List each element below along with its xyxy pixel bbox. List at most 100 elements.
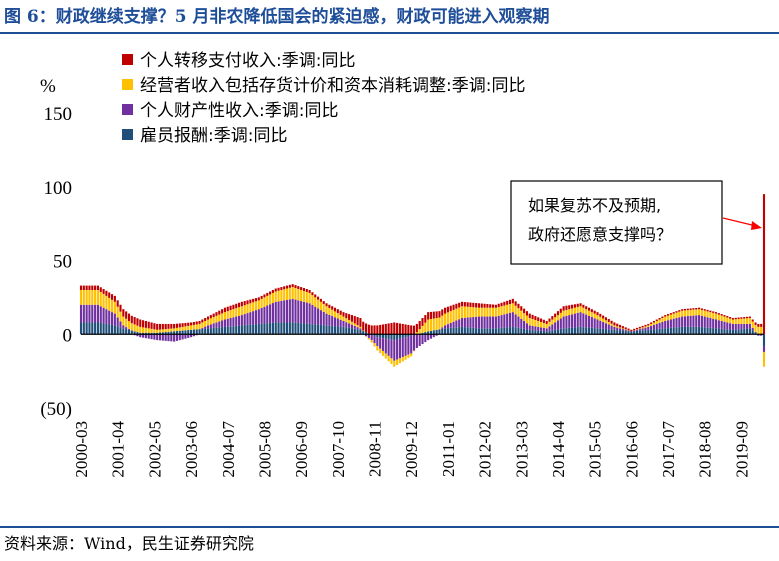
- bar-compensation-74: [288, 322, 291, 335]
- bar-property-177: [579, 312, 582, 327]
- bar-business-208: [666, 315, 670, 321]
- bar-business-183: [596, 315, 599, 320]
- bar-compensation-63: [257, 323, 260, 335]
- bar-compensation-71: [280, 322, 283, 335]
- bar-transfer-242: [762, 194, 766, 335]
- bar-property-48: [215, 322, 218, 328]
- bar-compensation-116: [407, 334, 410, 337]
- bar-property-121: [421, 334, 424, 345]
- bar-transfer-15: [122, 309, 125, 317]
- bar-compensation-238: [751, 330, 754, 335]
- bar-business-90: [333, 311, 337, 318]
- bar-property-58: [243, 314, 246, 326]
- bar-business-134: [458, 307, 461, 320]
- bar-compensation-133: [455, 327, 458, 335]
- bar-business-105: [376, 346, 379, 351]
- bar-compensation-237: [748, 328, 751, 335]
- bar-property-152: [508, 312, 512, 328]
- bar-business-188: [610, 323, 613, 326]
- bar-transfer-153: [511, 298, 514, 304]
- bar-business-3: [88, 290, 91, 305]
- bar-transfer-48: [215, 312, 218, 316]
- bar-property-233: [737, 323, 740, 330]
- y-tick-label-0: 150: [44, 104, 73, 125]
- bar-compensation-106: [379, 334, 382, 338]
- bar-transfer-163: [539, 318, 543, 322]
- bar-transfer-108: [384, 323, 387, 335]
- bar-transfer-222: [706, 309, 709, 312]
- bar-property-138: [469, 317, 472, 328]
- bar-compensation-56: [237, 325, 241, 335]
- bar-business-144: [486, 307, 489, 317]
- x-tick-label-15: 2016-06: [622, 421, 641, 478]
- bar-business-38: [187, 325, 190, 331]
- bar-property-122: [424, 334, 427, 343]
- bar-transfer-107: [381, 324, 385, 335]
- bar-transfer-157: [523, 308, 526, 314]
- bar-business-152: [508, 304, 512, 313]
- bar-business-80: [305, 291, 308, 303]
- bar-transfer-172: [565, 305, 568, 310]
- bar-property-67: [269, 304, 272, 323]
- bar-transfer-91: [336, 309, 339, 314]
- bar-business-63: [257, 300, 260, 310]
- bar-business-154: [514, 305, 517, 315]
- bar-compensation-82: [311, 324, 314, 335]
- bar-property-92: [339, 319, 342, 327]
- annotation: 如果复苏不及预期, 政府还愿意支撑吗？: [510, 180, 762, 265]
- bar-property-210: [672, 318, 675, 328]
- bar-transfer-241: [760, 323, 763, 327]
- bar-business-120: [418, 329, 421, 334]
- bar-transfer-183: [596, 312, 599, 316]
- bar-property-21: [139, 334, 142, 338]
- bar-compensation-197: [635, 330, 639, 335]
- bar-transfer-79: [302, 288, 306, 291]
- bar-business-145: [489, 307, 492, 317]
- bar-business-119: [415, 332, 418, 335]
- bar-property-153: [511, 312, 514, 327]
- bar-transfer-75: [291, 284, 294, 288]
- bar-compensation-153: [511, 326, 514, 335]
- bar-compensation-115: [404, 334, 407, 338]
- bar-compensation-13: [116, 326, 119, 335]
- bar-compensation-174: [571, 327, 574, 335]
- bar-transfer-29: [161, 323, 164, 330]
- bar-compensation-83: [314, 324, 317, 335]
- bar-property-47: [212, 323, 215, 328]
- bar-compensation-88: [328, 325, 331, 335]
- bar-business-66: [266, 295, 269, 306]
- bar-business-86: [322, 304, 325, 312]
- bar-transfer-95: [348, 314, 351, 320]
- bar-transfer-90: [333, 307, 337, 312]
- bar-property-166: [548, 326, 551, 331]
- bar-compensation-155: [517, 327, 520, 335]
- bar-property-39: [190, 334, 193, 338]
- bar-compensation-65: [263, 323, 266, 335]
- bar-property-135: [460, 318, 464, 327]
- bar-compensation-84: [317, 324, 320, 335]
- bar-property-214: [683, 316, 687, 327]
- bar-compensation-217: [692, 326, 695, 335]
- bar-transfer-74: [288, 284, 291, 288]
- bar-business-59: [246, 304, 249, 314]
- bar-compensation-33: [173, 331, 176, 335]
- bar-property-31: [167, 334, 170, 342]
- bar-property-216: [689, 315, 692, 327]
- bar-business-148: [497, 306, 500, 316]
- bar-compensation-108: [384, 334, 387, 339]
- bar-property-82: [311, 305, 314, 325]
- bar-business-42: [198, 323, 201, 330]
- bar-compensation-87: [325, 325, 328, 335]
- bar-compensation-141: [477, 328, 481, 335]
- bar-transfer-215: [686, 308, 689, 311]
- bar-property-86: [322, 311, 325, 326]
- bar-transfer-55: [235, 303, 238, 309]
- bar-transfer-224: [712, 311, 715, 313]
- bar-business-34: [175, 327, 179, 332]
- bar-property-140: [475, 316, 478, 329]
- bar-compensation-151: [506, 327, 509, 335]
- bar-business-113: [398, 358, 401, 364]
- chart-area: % 150 100 50 0 (50) 2000-03 2001-04 2002-05 2003…: [40, 51, 766, 478]
- bar-property-235: [743, 323, 746, 329]
- bar-transfer-9: [105, 290, 108, 296]
